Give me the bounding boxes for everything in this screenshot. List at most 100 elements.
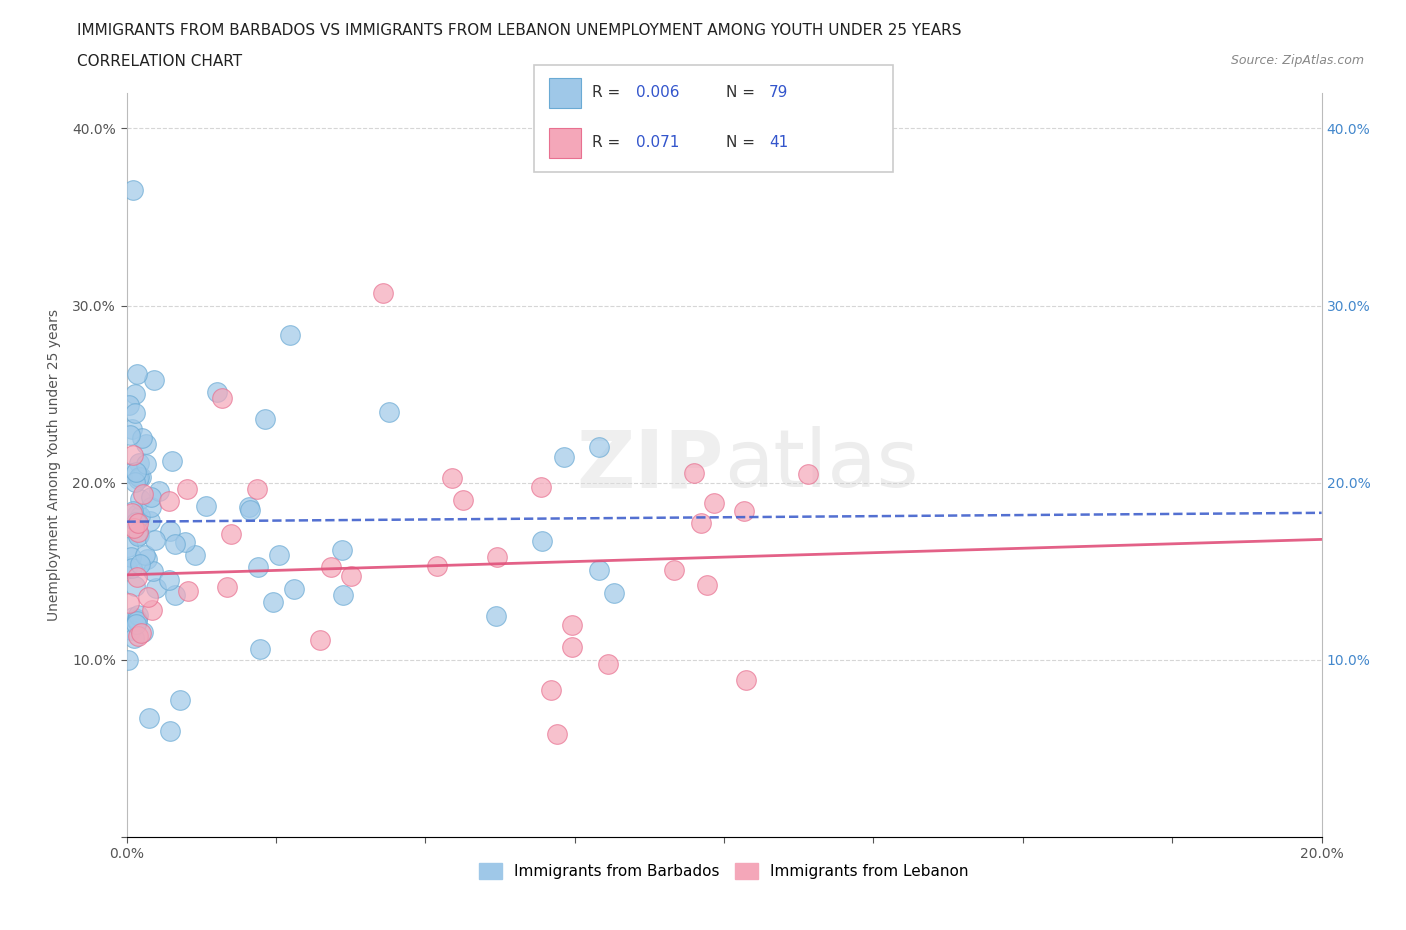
Point	[269, 548, 291, 563]
Point	[127, 608, 149, 623]
Point	[125, 464, 148, 479]
Bar	[548, 128, 581, 158]
Y-axis label: Unemployment Among Youth under 25 years: Unemployment Among Youth under 25 years	[48, 309, 60, 621]
Text: R =: R =	[592, 85, 624, 100]
Point	[120, 550, 142, 565]
Point	[121, 609, 143, 624]
Point	[553, 449, 575, 464]
Point	[194, 498, 217, 513]
Text: 41: 41	[769, 135, 789, 150]
Point	[120, 623, 142, 638]
Point	[330, 542, 353, 557]
Point	[142, 564, 165, 578]
Point	[124, 386, 146, 401]
Point	[120, 428, 142, 443]
Point	[165, 536, 187, 551]
Point	[139, 489, 162, 504]
Point	[531, 534, 554, 549]
Point	[238, 500, 260, 515]
Point	[129, 509, 152, 524]
Point	[131, 431, 153, 445]
Text: atlas: atlas	[724, 426, 918, 504]
Point	[683, 465, 706, 480]
Point	[127, 525, 149, 539]
Point	[125, 614, 148, 629]
Point	[121, 560, 143, 575]
Text: N =: N =	[725, 135, 761, 150]
Point	[120, 466, 142, 481]
Point	[141, 603, 163, 618]
Point	[733, 503, 755, 518]
Point	[118, 595, 141, 610]
Point	[207, 384, 229, 399]
Point	[319, 560, 342, 575]
Point	[136, 590, 159, 604]
Point	[122, 447, 145, 462]
Point	[283, 581, 305, 596]
Point	[127, 515, 149, 530]
Text: 0.071: 0.071	[637, 135, 681, 150]
Point	[246, 482, 269, 497]
Point	[253, 411, 276, 426]
Point	[132, 625, 155, 640]
FancyBboxPatch shape	[534, 65, 893, 172]
Point	[121, 422, 143, 437]
Point	[169, 693, 191, 708]
Point	[128, 491, 150, 506]
Point	[122, 521, 145, 536]
Point	[219, 527, 242, 542]
Point	[115, 561, 138, 576]
Point	[124, 578, 146, 593]
Point	[127, 472, 149, 486]
Point	[125, 569, 148, 584]
Point	[262, 595, 284, 610]
Point	[530, 480, 553, 495]
Point	[157, 573, 180, 588]
Point	[176, 583, 198, 598]
Point	[588, 563, 610, 578]
Point	[148, 484, 170, 498]
Point	[135, 456, 157, 471]
Point	[142, 372, 165, 387]
Point	[249, 642, 271, 657]
Point	[117, 652, 139, 667]
Point	[217, 579, 239, 594]
Point	[588, 439, 610, 454]
Point	[124, 474, 146, 489]
Point	[373, 286, 395, 300]
Point	[546, 727, 568, 742]
Point	[160, 454, 183, 469]
Point	[138, 514, 160, 529]
Point	[128, 456, 150, 471]
Point	[117, 540, 139, 555]
Point	[184, 547, 207, 562]
Point	[127, 366, 149, 381]
Point	[141, 499, 163, 514]
Point	[129, 626, 152, 641]
Point	[485, 608, 508, 623]
Point	[129, 470, 152, 485]
Point	[603, 586, 626, 601]
Point	[125, 514, 148, 529]
Point	[690, 516, 713, 531]
Text: CORRELATION CHART: CORRELATION CHART	[77, 54, 242, 69]
Point	[796, 467, 818, 482]
Point	[145, 580, 167, 595]
Point	[125, 617, 148, 631]
Bar	[548, 78, 581, 108]
Point	[332, 588, 354, 603]
Point	[703, 496, 725, 511]
Point	[696, 578, 718, 592]
Point	[540, 683, 562, 698]
Point	[561, 640, 583, 655]
Point	[121, 506, 143, 521]
Point	[132, 487, 155, 502]
Point	[157, 494, 180, 509]
Point	[135, 551, 157, 566]
Text: Source: ZipAtlas.com: Source: ZipAtlas.com	[1230, 54, 1364, 67]
Point	[309, 632, 332, 647]
Text: R =: R =	[592, 135, 624, 150]
Text: N =: N =	[725, 85, 761, 100]
Point	[377, 404, 399, 418]
Point	[598, 657, 620, 671]
